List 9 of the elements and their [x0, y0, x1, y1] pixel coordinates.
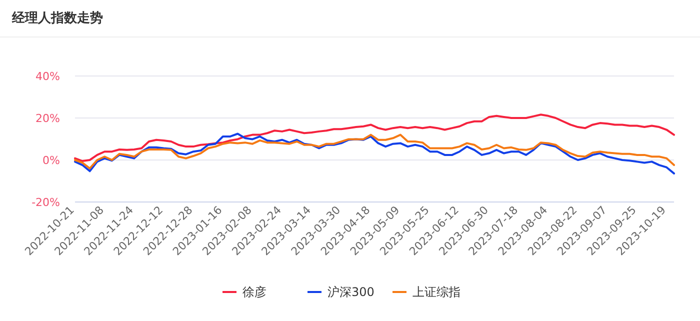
legend-label: 沪深300	[328, 285, 374, 300]
line-series	[74, 114, 675, 162]
y-tick-label: 20%	[36, 112, 60, 125]
legend-label: 徐彦	[242, 285, 266, 300]
y-tick-label: 0%	[42, 154, 60, 167]
legend-label: 上证综指	[412, 285, 460, 300]
y-tick-label: 40%	[36, 70, 60, 83]
y-tick-label: -20%	[32, 196, 60, 209]
chart-title: 经理人指数走势	[11, 10, 103, 26]
